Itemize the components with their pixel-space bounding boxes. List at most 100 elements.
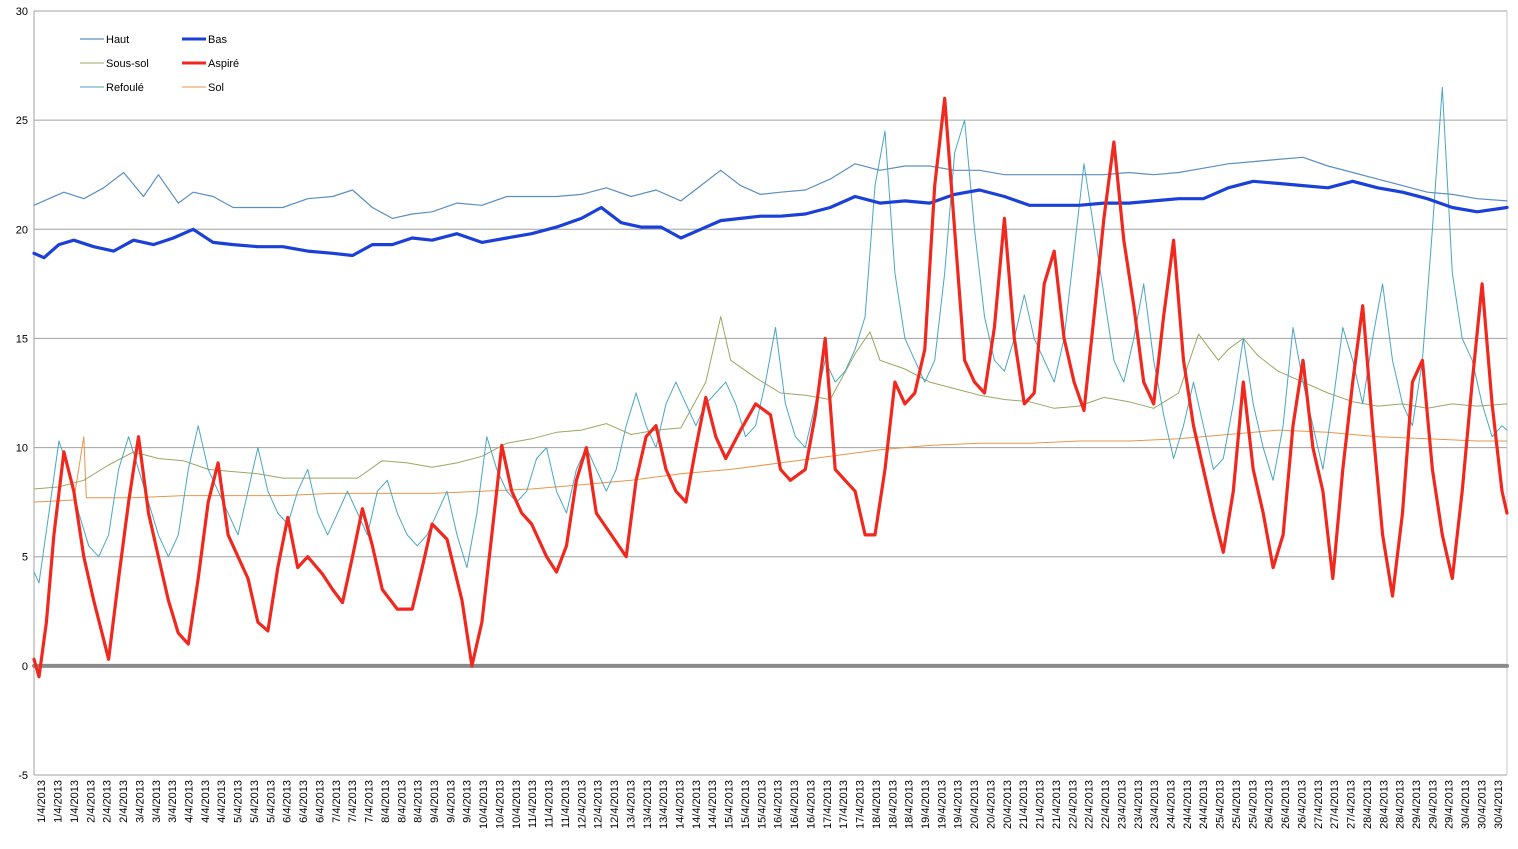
x-tick-label: 26/4/2013 (1264, 780, 1276, 829)
x-tick-label: 14/4/2013 (691, 780, 703, 829)
x-tick-label: 27/4/2013 (1346, 780, 1358, 829)
x-tick-label: 10/4/2013 (494, 780, 506, 829)
x-tick-label: 23/4/2013 (1133, 780, 1145, 829)
x-tick-label: 10/4/2013 (511, 780, 523, 829)
x-tick-label: 11/4/2013 (560, 780, 572, 828)
x-tick-label: 20/4/2013 (969, 780, 981, 829)
x-tick-label: 21/4/2013 (1035, 780, 1047, 829)
x-tick-label: 22/4/2013 (1067, 780, 1079, 829)
series-lines (32, 86, 1509, 679)
x-tick-label: 13/4/2013 (642, 780, 654, 829)
series-line-bas (32, 179, 1509, 260)
x-tick-label: 5/4/2013 (265, 780, 277, 823)
x-tick-label: 15/4/2013 (740, 780, 752, 829)
y-tick-label: 15 (16, 333, 28, 345)
x-tick-label: 19/4/2013 (920, 780, 932, 829)
x-tick-label: 20/4/2013 (1002, 780, 1014, 829)
x-tick-label: 14/4/2013 (674, 780, 686, 829)
series-line-haut (33, 156, 1508, 219)
series-line-sol (33, 429, 1508, 503)
x-tick-label: 1/4/2013 (69, 780, 81, 823)
x-tick-label: 28/4/2013 (1378, 780, 1390, 829)
x-tick-label: 24/4/2013 (1182, 780, 1194, 829)
x-tick-label: 17/4/2013 (855, 780, 867, 829)
x-tick-label: 16/4/2013 (805, 780, 817, 829)
x-tick-label: 3/4/2013 (151, 780, 163, 823)
x-tick-label: 4/4/2013 (200, 780, 212, 823)
x-tick-label: 27/4/2013 (1313, 780, 1325, 829)
x-tick-label: 4/4/2013 (183, 780, 195, 823)
x-tick-label: 26/4/2013 (1296, 780, 1308, 829)
y-tick-label: 30 (16, 6, 28, 18)
x-tick-label: 23/4/2013 (1149, 780, 1161, 829)
x-tick-label: 6/4/2013 (298, 780, 310, 823)
x-tick-label: 19/4/2013 (936, 780, 948, 829)
legend-label: Haut (106, 34, 129, 46)
x-tick-label: 23/4/2013 (1116, 780, 1128, 829)
x-tick-label: 13/4/2013 (658, 780, 670, 829)
x-tick-label: 1/4/2013 (53, 780, 65, 823)
x-tick-label: 17/4/2013 (822, 780, 834, 829)
x-tick-label: 5/4/2013 (249, 780, 261, 823)
x-tick-label: 30/4/2013 (1460, 780, 1472, 829)
x-tick-label: 9/4/2013 (445, 780, 457, 823)
legend-label: Aspiré (208, 58, 239, 70)
x-tick-label: 30/4/2013 (1493, 780, 1505, 829)
x-tick-label: 21/4/2013 (1051, 780, 1063, 829)
x-tick-label: 28/4/2013 (1395, 780, 1407, 829)
x-tick-label: 2/4/2013 (85, 780, 97, 823)
x-tick-label: 18/4/2013 (887, 780, 899, 829)
x-tick-label: 30/4/2013 (1476, 780, 1488, 829)
x-tick-label: 18/4/2013 (904, 780, 916, 829)
x-tick-label: 6/4/2013 (282, 780, 294, 823)
x-tick-label: 25/4/2013 (1231, 780, 1243, 829)
x-tick-label: 19/4/2013 (953, 780, 965, 829)
legend-label: Sol (208, 82, 224, 94)
x-tick-label: 3/4/2013 (134, 780, 146, 823)
x-tick-label: 25/4/2013 (1247, 780, 1259, 829)
x-tick-label: 13/4/2013 (625, 780, 637, 829)
x-tick-label: 4/4/2013 (216, 780, 228, 823)
x-tick-label: 6/4/2013 (314, 780, 326, 823)
x-tick-label: 12/4/2013 (593, 780, 605, 829)
y-tick-label: 20 (16, 224, 28, 236)
x-tick-label: 10/4/2013 (478, 780, 490, 829)
x-tick-label: 15/4/2013 (756, 780, 768, 829)
x-tick-label: 1/4/2013 (36, 780, 48, 823)
series-line-refoul- (33, 86, 1508, 584)
x-tick-label: 7/4/2013 (331, 780, 343, 823)
x-tick-label: 9/4/2013 (429, 780, 441, 823)
x-tick-label: 25/4/2013 (1215, 780, 1227, 829)
x-tick-label: 24/4/2013 (1165, 780, 1177, 829)
x-tick-label: 22/4/2013 (1084, 780, 1096, 829)
legend: Haut Bas Sous-sol Aspiré Refoulé Sol (80, 34, 239, 94)
x-tick-label: 9/4/2013 (462, 780, 474, 823)
x-tick-label: 2/4/2013 (118, 780, 130, 823)
y-tick-label: 25 (16, 115, 28, 127)
x-tick-label: 16/4/2013 (789, 780, 801, 829)
x-tick-label: 29/4/2013 (1411, 780, 1423, 829)
x-tick-label: 2/4/2013 (102, 780, 114, 823)
x-tick-label: 22/4/2013 (1100, 780, 1112, 829)
x-tick-label: 15/4/2013 (724, 780, 736, 829)
x-tick-label: 8/4/2013 (413, 780, 425, 823)
y-tick-label: 10 (16, 443, 28, 455)
x-tick-label: 27/4/2013 (1329, 780, 1341, 829)
x-tick-label: 21/4/2013 (1018, 780, 1030, 829)
x-tick-label: 11/4/2013 (527, 780, 539, 828)
x-tick-label: 3/4/2013 (167, 780, 179, 823)
x-axis-tick-labels: 1/4/2013 1/4/2013 1/4/2013 2/4/2013 2/4/2013… (36, 780, 1505, 829)
x-tick-label: 17/4/2013 (838, 780, 850, 829)
x-tick-label: 8/4/2013 (380, 780, 392, 823)
x-tick-label: 11/4/2013 (544, 780, 556, 828)
y-tick-label: 5 (22, 552, 28, 564)
x-tick-label: 7/4/2013 (364, 780, 376, 823)
x-tick-label: 26/4/2013 (1280, 780, 1292, 829)
y-axis-tick-labels: -5 0 5 10 15 20 25 30 (16, 6, 28, 782)
x-tick-label: 12/4/2013 (609, 780, 621, 829)
x-tick-label: 8/4/2013 (396, 780, 408, 823)
x-tick-label: 12/4/2013 (576, 780, 588, 829)
x-tick-label: 24/4/2013 (1198, 780, 1210, 829)
x-tick-label: 28/4/2013 (1362, 780, 1374, 829)
